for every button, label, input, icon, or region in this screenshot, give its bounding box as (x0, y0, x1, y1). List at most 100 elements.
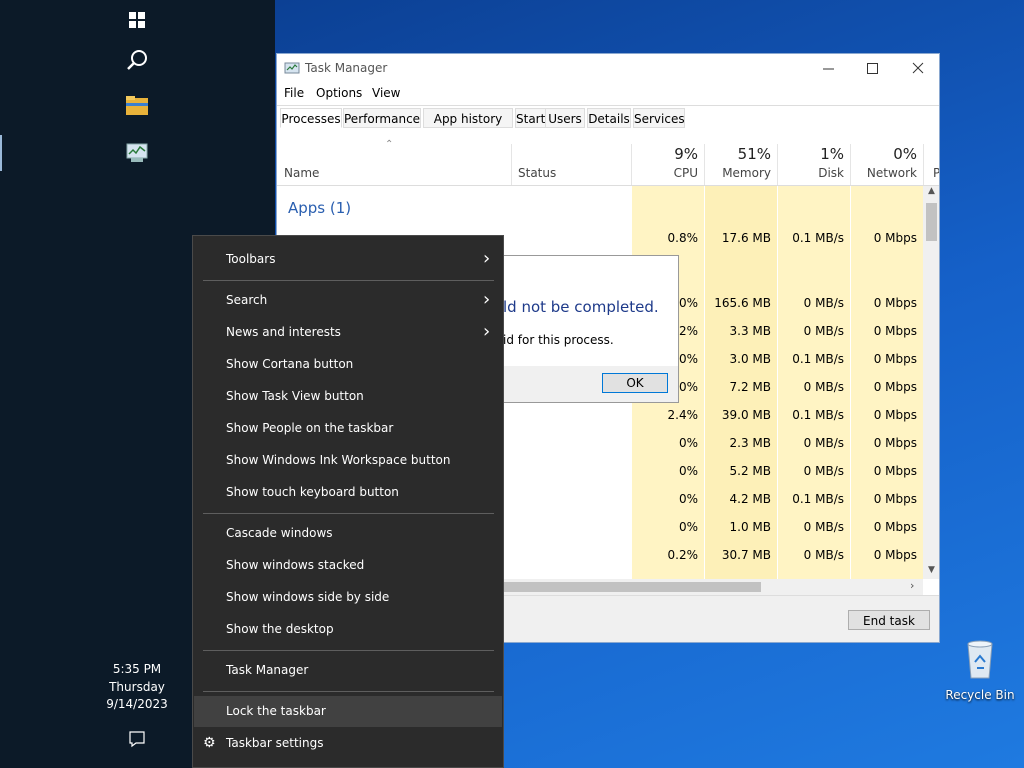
usage-cell: 0 Mbps (873, 324, 917, 338)
scroll-down[interactable]: ▼ (928, 565, 935, 575)
column-divider (850, 144, 851, 185)
dialog-body: id for this process. (503, 333, 614, 347)
ok-button[interactable]: OK (602, 373, 668, 393)
usage-cell: 0 Mbps (873, 520, 917, 534)
column-percent: 0% (893, 145, 917, 163)
menu-separator (203, 280, 494, 281)
scroll-up[interactable]: ▲ (928, 186, 935, 196)
usage-cell: 0 Mbps (873, 380, 917, 394)
usage-cell: 0 Mbps (873, 436, 917, 450)
menu-item[interactable]: View (372, 86, 401, 100)
tab[interactable]: Processes (280, 108, 342, 128)
file-explorer-button[interactable] (125, 95, 149, 117)
menu-item[interactable]: Show the desktop (226, 622, 334, 636)
column-percent: 51% (737, 145, 771, 163)
column-header[interactable]: Network (866, 166, 917, 180)
column-divider (777, 144, 778, 185)
dialog-footer: OK (491, 366, 678, 402)
menu-item[interactable]: File (284, 86, 305, 100)
menu-item[interactable]: Show touch keyboard button (226, 485, 399, 499)
menu-item[interactable]: Show Task View button (226, 389, 364, 403)
tab[interactable]: Details (587, 108, 631, 128)
usage-cell: 5.2 MB (729, 464, 771, 478)
usage-cell: 0 Mbps (873, 231, 917, 245)
menu-item[interactable]: Show People on the taskbar (226, 421, 394, 435)
menu-item[interactable]: Taskbar settings (226, 736, 324, 750)
menu-item[interactable]: Show windows stacked (226, 558, 365, 572)
submenu-arrow: › (483, 289, 491, 310)
usage-cell: 0 MB/s (803, 324, 844, 338)
usage-cell: 3.0 MB (729, 352, 771, 366)
usage-cell: 0 MB/s (803, 520, 844, 534)
clock-day: Thursday (109, 680, 165, 694)
menu-item[interactable]: News and interests (226, 325, 341, 339)
column-header[interactable]: Disk (818, 166, 844, 180)
vertical-scrollbar[interactable]: ▲ ▼ (923, 186, 939, 579)
usage-cell: 0% (678, 464, 698, 478)
header-line (277, 185, 939, 186)
scroll-right[interactable]: › (910, 579, 915, 592)
menu-item[interactable]: Search (226, 293, 268, 307)
usage-cell: 2.3 MB (729, 436, 771, 450)
recycle-bin[interactable]: Recycle Bin (945, 638, 1015, 708)
start-button[interactable] (127, 10, 147, 30)
task-manager-button[interactable] (125, 142, 149, 164)
usage-cell: 2.4% (667, 408, 699, 422)
column-header[interactable]: Name (284, 166, 320, 180)
close-button[interactable] (912, 62, 924, 74)
usage-cell: 165.6 MB (714, 296, 771, 310)
end-task-button[interactable]: End task (848, 610, 930, 630)
window-controls (823, 62, 924, 74)
usage-cell: 39.0 MB (721, 408, 771, 422)
app-icon (284, 62, 300, 74)
usage-cell: 0% (678, 436, 698, 450)
maximize-button[interactable] (867, 63, 878, 74)
column-percent: 1% (820, 145, 844, 163)
menu-item[interactable]: Show Windows Ink Workspace button (226, 453, 451, 467)
usage-cell: 0.2% (667, 548, 699, 562)
menu-item[interactable]: Options (316, 86, 363, 100)
menu-item[interactable]: Show windows side by side (226, 590, 390, 604)
menu-item[interactable]: Lock the taskbar (226, 704, 326, 718)
usage-cell: 7.2 MB (729, 380, 771, 394)
menu-item[interactable]: Toolbars (226, 252, 276, 266)
usage-cell: 0% (678, 296, 698, 310)
sort-caret: ⌃ (385, 139, 394, 150)
column-divider (631, 144, 632, 185)
submenu-arrow: › (483, 248, 491, 269)
menu-separator (203, 650, 494, 651)
menu-item[interactable]: Show Cortana button (226, 357, 354, 371)
recycle-bin-label: Recycle Bin (945, 688, 1015, 702)
tab[interactable]: Services (633, 108, 685, 128)
h-scroll-thumb[interactable] (477, 582, 761, 592)
tab[interactable]: Users (545, 108, 585, 128)
menu-highlight (194, 696, 502, 727)
menu-separator (203, 691, 494, 692)
tab[interactable]: Performance (343, 108, 421, 128)
action-center-button[interactable] (128, 730, 146, 748)
column-divider (511, 144, 512, 185)
submenu-arrow: › (483, 321, 491, 342)
usage-cell: 3.3 MB (729, 324, 771, 338)
usage-column-bg (705, 186, 777, 579)
usage-column-bg (778, 186, 850, 579)
group-header[interactable]: Apps (1) (288, 199, 352, 217)
search-button[interactable] (125, 48, 149, 72)
process-list: Apps (1) 0.8% 17.6 MB 0.1 MB/s 0 Mbps › 0% 165.… (277, 186, 923, 579)
scroll-thumb[interactable] (926, 203, 937, 241)
gear-icon: ⚙ (203, 735, 216, 751)
column-header[interactable]: Memory (722, 166, 771, 180)
tab[interactable]: App history (423, 108, 513, 128)
menu-separator (203, 513, 494, 514)
menu-item[interactable]: Cascade windows (226, 526, 333, 540)
usage-cell: 0.1 MB/s (792, 231, 844, 245)
usage-cell: 0 Mbps (873, 492, 917, 506)
usage-cell: 0% (678, 352, 698, 366)
usage-cell: 17.6 MB (721, 231, 771, 245)
usage-cell: 0 MB/s (803, 296, 844, 310)
usage-cell: 0.1 MB/s (792, 492, 844, 506)
menu-item[interactable]: Task Manager (226, 663, 309, 677)
column-header[interactable]: Status (518, 166, 557, 180)
column-header[interactable]: CPU (673, 166, 698, 180)
